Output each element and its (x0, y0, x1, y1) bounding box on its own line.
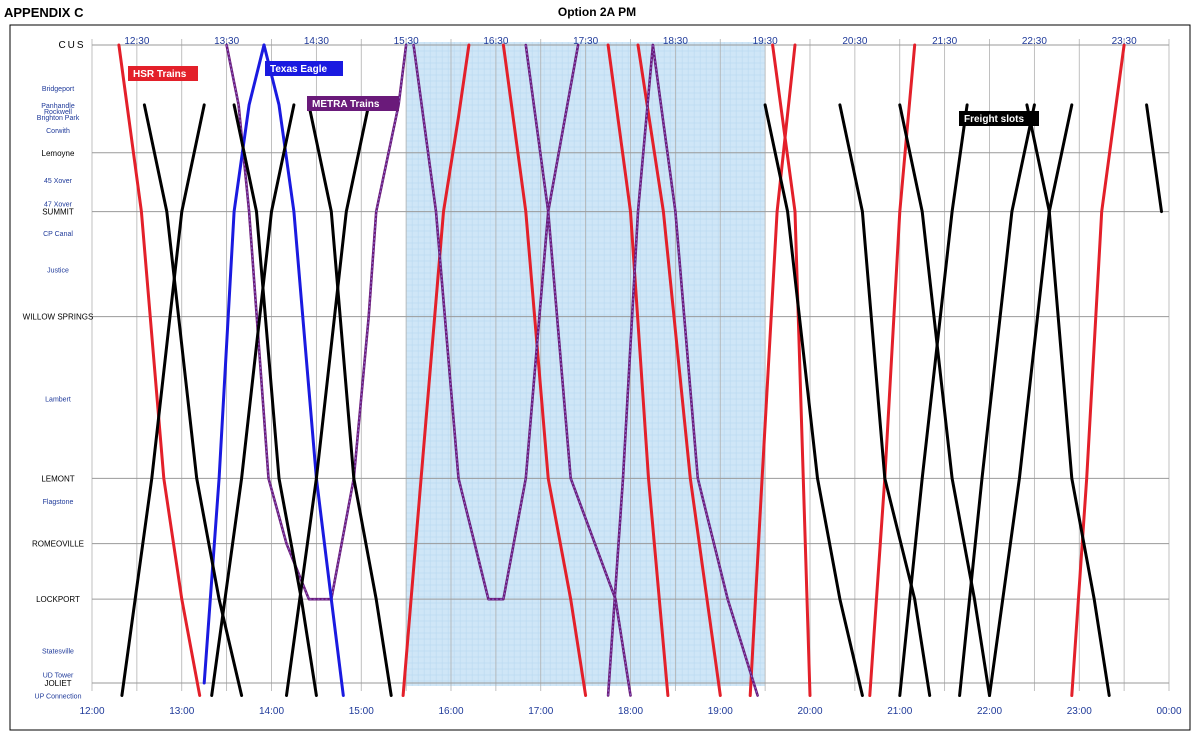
station-label: UP Connection (35, 694, 82, 701)
legend-box (128, 66, 198, 81)
hsr-train-path (1070, 43, 1126, 697)
station-label: Flagstone (43, 499, 74, 506)
bottom-tick-label: 15:00 (349, 706, 374, 717)
bottom-tick-label: 19:00 (708, 706, 733, 717)
bottom-tick-label: 22:00 (977, 706, 1002, 717)
top-tick-label: 17:30 (573, 36, 598, 47)
bottom-tick-label: 17:00 (528, 706, 553, 717)
hsr-train-path (401, 43, 471, 697)
freight-train-path (763, 103, 864, 697)
freight-train-path (898, 103, 991, 697)
top-tick-label: 22:30 (1022, 36, 1047, 47)
freight-train-path (307, 103, 393, 697)
freight-train-path (142, 103, 244, 697)
station-label: Statesville (42, 648, 74, 655)
metra-train-path-highlight (607, 44, 654, 696)
bottom-tick-label: 23:00 (1067, 706, 1092, 717)
station-label: 47 Xover (44, 201, 73, 208)
station-label: 45 Xover (44, 178, 73, 185)
station-label: Brighton Park (37, 115, 80, 122)
top-tick-label: 15:30 (394, 36, 419, 47)
freight-train-path (232, 103, 318, 697)
chart-title: Option 2A PM (557, 5, 637, 19)
station-label: Rockwell (44, 109, 72, 116)
station-label: JOLIET (44, 679, 71, 688)
metra-train-path-highlight (652, 44, 759, 696)
freight-train-path (1145, 103, 1163, 214)
hsr-train-path (501, 43, 588, 697)
bottom-tick-label: 13:00 (169, 706, 194, 717)
top-tick-label: 12:30 (124, 36, 149, 47)
plot-frame (9, 24, 1191, 731)
top-tick-label: 13:30 (214, 36, 239, 47)
freight-train-path (120, 103, 206, 697)
bottom-tick-label: 20:00 (797, 706, 822, 717)
top-tick-label: 21:30 (932, 36, 957, 47)
station-label: LOCKPORT (36, 595, 80, 604)
hsr-train-path (868, 43, 917, 697)
legend-label: Texas Eagle (270, 64, 328, 75)
station-label: SUMMIT (42, 208, 74, 217)
freight-train-path (210, 103, 296, 697)
legend-box (265, 61, 343, 76)
hsr-train-path (117, 43, 202, 697)
bottom-tick-label: 18:00 (618, 706, 643, 717)
bottom-tick-label: 16:00 (438, 706, 463, 717)
freight-train-path (838, 103, 932, 697)
station-label: UD Tower (43, 672, 74, 679)
appendix-label: APPENDIX C (4, 5, 84, 20)
freight-train-path (988, 103, 1074, 697)
freight-train-path (898, 103, 969, 697)
top-tick-label: 19:30 (753, 36, 778, 47)
metra-train-path-highlight (525, 44, 632, 696)
bottom-tick-label: 00:00 (1156, 706, 1181, 717)
station-label: Lambert (45, 396, 71, 403)
station-label: CP Canal (43, 231, 73, 238)
texas-eagle-train-path (262, 43, 345, 697)
station-label: ROMEOVILLE (32, 540, 84, 549)
station-label: LEMONT (41, 474, 74, 483)
texas-eagle-train-path (202, 43, 266, 685)
hsr-train-path (606, 43, 670, 697)
hsr-train-path (636, 43, 722, 697)
top-tick-label: 18:30 (663, 36, 688, 47)
legend-box (307, 96, 399, 111)
legend-label: Freight slots (964, 114, 1024, 125)
top-tick-label: 23:30 (1112, 36, 1137, 47)
station-label: Justice (47, 267, 69, 274)
legend-label: HSR Trains (133, 69, 187, 80)
legend-box (959, 111, 1039, 126)
station-label: Panhandle (41, 103, 75, 110)
bottom-tick-label: 21:00 (887, 706, 912, 717)
bottom-tick-label: 14:00 (259, 706, 284, 717)
station-label: WILLOW SPRINGS (23, 313, 94, 322)
top-tick-label: 20:30 (842, 36, 867, 47)
top-tick-label: 16:30 (483, 36, 508, 47)
station-label: CUS (58, 40, 85, 51)
freight-train-path (958, 103, 1036, 697)
legend-label: METRA Trains (312, 99, 380, 110)
freight-train-path (285, 103, 371, 697)
metra-train-path-highlight (413, 44, 579, 600)
freight-train-path (1025, 103, 1111, 697)
hsr-train-path (771, 43, 812, 697)
metra-train-path (225, 43, 408, 601)
station-label: Lemoyne (42, 149, 75, 158)
bottom-tick-label: 12:00 (79, 706, 104, 717)
hsr-train-path (748, 43, 797, 697)
station-label: Corwith (46, 128, 70, 135)
station-label: Bridgeport (42, 86, 74, 93)
top-tick-label: 14:30 (304, 36, 329, 47)
